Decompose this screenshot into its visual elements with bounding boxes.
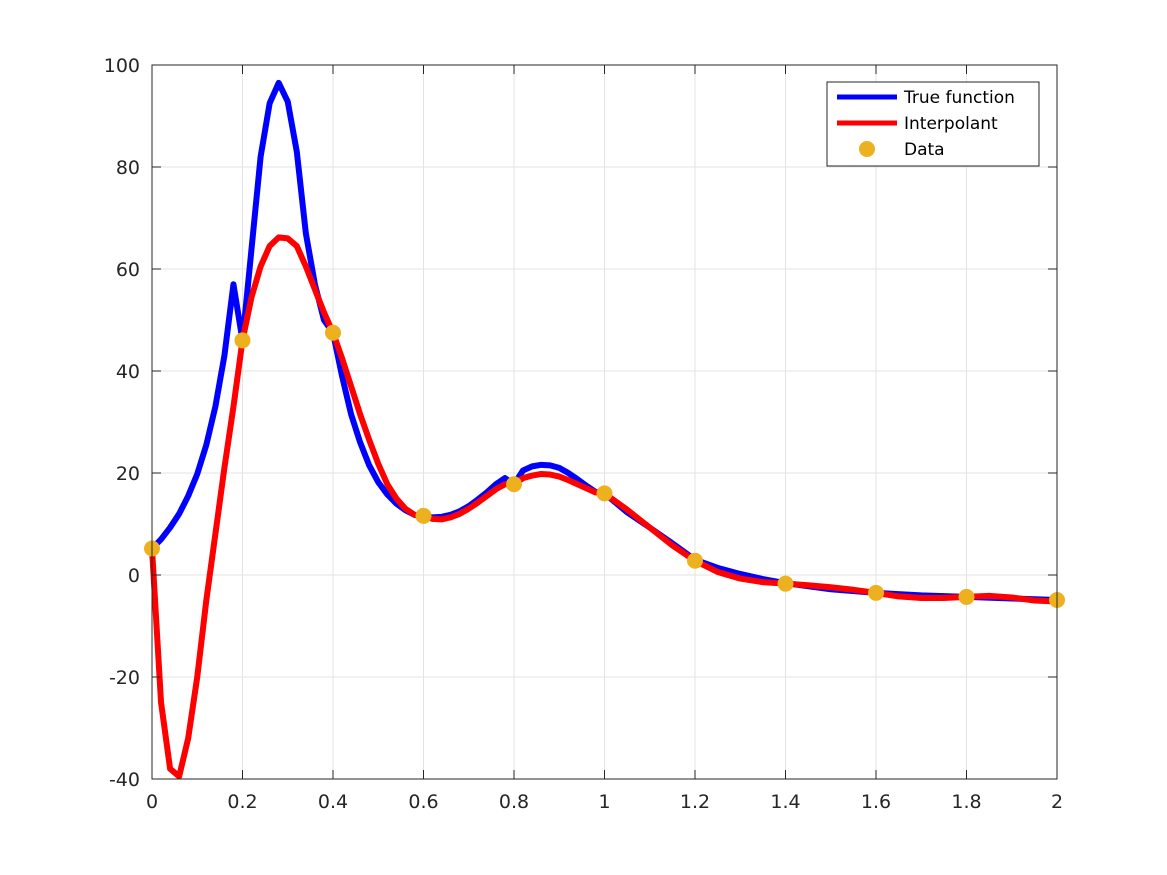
x-tick-label: 1.8 [951,791,981,813]
legend: True function Interpolant Data [826,81,1040,167]
data-point [687,552,703,569]
y-tick-label: 0 [128,565,140,587]
x-tick-label: 0.8 [499,791,529,813]
legend-label-true-function: True function [903,88,1015,108]
data-point [506,476,522,493]
series-layer [144,79,1065,780]
data-point [958,588,975,605]
legend-label-interpolant: Interpolant [904,114,998,134]
data-point [868,584,884,601]
x-tick-label: 0 [146,791,158,813]
y-tick-label: -40 [109,769,140,791]
x-tick-label: 1.4 [770,791,800,813]
x-tick-label: 1.6 [861,791,891,813]
y-tick-label: 60 [116,259,140,281]
y-tick-label: 80 [116,157,140,179]
x-tick-label: 1.2 [680,791,710,813]
x-axis-tick-labels: 0 0.2 0.4 0.6 0.8 1 1.2 1.4 1.6 1.8 2 [146,791,1063,813]
x-tick-label: 1 [598,791,610,813]
x-tick-label: 0.6 [408,791,438,813]
x-tick-label: 0.2 [227,791,257,813]
y-tick-label: 20 [116,463,140,485]
data-point [234,332,251,349]
x-tick-label: 2 [1051,791,1063,813]
y-tick-label: 100 [104,55,140,77]
legend-swatch-data [859,141,875,157]
x-tick-label: 0.4 [318,791,348,813]
tick-marks [151,64,1058,780]
y-tick-label: -20 [109,667,140,689]
legend-label-data: Data [904,140,945,160]
data-point [777,575,794,592]
y-axis-tick-labels: -40 -20 0 20 40 60 80 100 [104,55,140,791]
y-tick-label: 40 [116,361,140,383]
data-point [325,324,341,341]
data-point [596,485,613,502]
data-point [415,507,432,524]
